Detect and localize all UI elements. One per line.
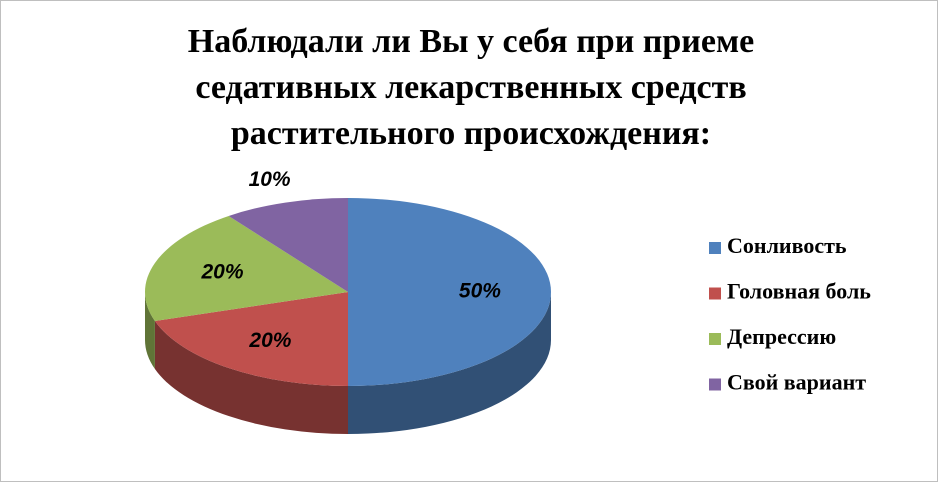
data-label: 20% — [200, 261, 243, 284]
data-label: 50% — [459, 280, 501, 303]
legend-swatch — [709, 287, 721, 300]
legend-label: Сонливость — [727, 233, 847, 258]
slice-side — [154, 321, 348, 434]
legend-label: Свой вариант — [727, 370, 866, 395]
legend-swatch — [709, 378, 721, 391]
data-label: 20% — [248, 329, 291, 352]
slice — [144, 215, 348, 322]
slice-side — [145, 292, 155, 370]
slice-side — [348, 292, 551, 434]
legend-label: Головная боль — [727, 279, 871, 304]
chart-title: Наблюдали ли Вы у себя при приеме седати… — [187, 23, 755, 152]
legend-label: Депрессию — [727, 324, 836, 349]
data-label: 10% — [249, 168, 291, 191]
legend-swatch — [709, 242, 721, 254]
slice — [348, 198, 551, 386]
legend-swatch — [709, 333, 721, 345]
slice — [228, 198, 348, 292]
slice — [154, 292, 348, 386]
